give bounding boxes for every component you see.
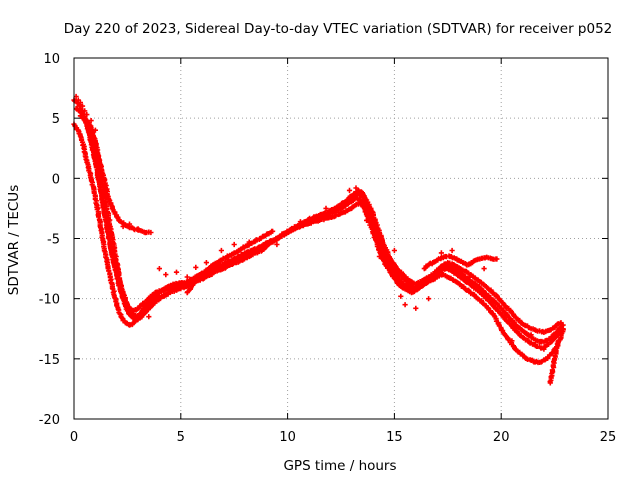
series-trace-markers	[185, 228, 275, 295]
data-point	[391, 247, 397, 254]
data-point	[426, 296, 432, 302]
data-point	[146, 314, 152, 320]
series-trace-markers	[81, 115, 152, 236]
data-point	[541, 346, 547, 352]
data-point	[173, 269, 180, 275]
axis-ticks: 0 5 10 15 20 25 -20 -15 -10 -5 0 5 10	[39, 52, 617, 445]
data-point	[79, 103, 86, 109]
series-trace-markers	[422, 253, 499, 271]
data-point	[184, 274, 190, 280]
data-point	[203, 260, 209, 266]
x-tick-label: 5	[177, 430, 185, 445]
data-point	[353, 185, 359, 191]
data-point	[528, 332, 534, 338]
x-tick-label: 15	[386, 430, 403, 445]
x-tick-label: 10	[279, 430, 296, 445]
y-tick-label: -20	[39, 413, 60, 428]
data-point	[88, 118, 94, 124]
series-trace-markers	[547, 339, 561, 385]
y-tick-label: 0	[52, 172, 60, 187]
data-point	[163, 272, 169, 278]
data-point	[398, 293, 404, 299]
data-point	[246, 239, 252, 245]
data-point	[364, 217, 370, 223]
data-point	[218, 247, 224, 254]
data-series	[71, 93, 566, 386]
data-point	[466, 274, 472, 280]
y-tick-label: -10	[39, 293, 60, 308]
data-point	[376, 253, 382, 260]
data-point	[257, 245, 263, 251]
data-point	[297, 219, 303, 225]
data-point	[77, 99, 83, 106]
series-trace-markers	[78, 113, 563, 351]
x-axis-label: GPS time / hours	[283, 458, 396, 474]
series-trace-markers	[72, 122, 566, 366]
series-track-5	[79, 115, 154, 236]
data-point	[116, 217, 122, 223]
data-point	[156, 266, 162, 272]
data-point	[346, 187, 353, 193]
series-track-6	[184, 228, 276, 296]
data-point	[402, 302, 408, 308]
grid-lines	[74, 58, 608, 419]
data-point	[509, 338, 515, 344]
data-point	[135, 226, 141, 232]
y-axis-label: SDTVAR / TECUs	[6, 185, 22, 295]
series-track-7	[421, 253, 500, 272]
data-point	[231, 241, 237, 248]
data-point	[84, 112, 90, 118]
data-point	[438, 250, 444, 256]
data-point	[126, 221, 133, 227]
data-point	[449, 247, 455, 254]
data-point	[481, 266, 487, 272]
series-scatter-extra	[73, 93, 547, 352]
y-tick-label: -5	[47, 233, 60, 248]
y-tick-label: 5	[52, 112, 60, 127]
series-track-8	[547, 338, 562, 386]
data-point	[413, 305, 419, 311]
y-tick-label: 10	[43, 52, 60, 67]
data-point	[82, 108, 88, 114]
x-tick-label: 25	[600, 430, 617, 445]
y-tick-label: -15	[39, 353, 60, 368]
data-point	[92, 127, 98, 133]
data-point	[383, 260, 389, 266]
data-point	[193, 264, 199, 270]
data-point	[274, 241, 280, 248]
x-tick-label: 0	[70, 430, 78, 445]
x-tick-label: 20	[493, 430, 510, 445]
data-point	[120, 223, 126, 230]
data-point	[323, 205, 329, 211]
chart-title: Day 220 of 2023, Sidereal Day-to-day VTE…	[64, 21, 613, 37]
series-track-1	[71, 121, 566, 366]
